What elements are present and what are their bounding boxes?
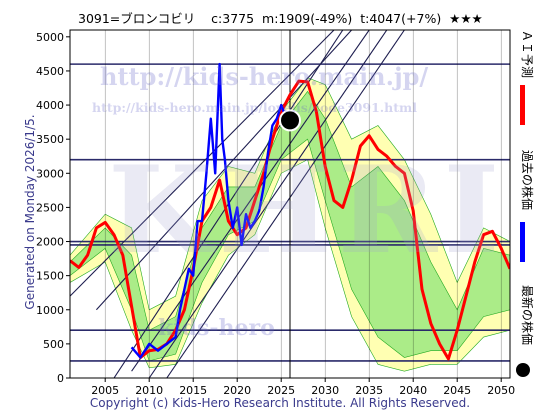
legend-marker-latest-price [516,363,530,377]
channel-line-1 [95,30,353,311]
generated-date-label: Generated on Monday 2026/1/5. [23,114,37,310]
y-tick-label-500: 500 [43,338,64,351]
y-tick-label-3500: 3500 [36,133,64,146]
legend-item-latest-price: 最新の株価 [516,285,544,400]
series-line-past-price [130,62,291,359]
x-tick-label-2020: 2020 [223,384,251,397]
x-tick-label-2035: 2035 [355,384,383,397]
legend-label-ai-forecast: ＡＩ予測 [520,30,534,79]
y-tick-label-1500: 1500 [36,270,64,283]
y-tick-label-5000: 5000 [36,31,64,44]
plot-frame [69,29,511,379]
y-tick-label-1000: 1000 [36,304,64,317]
x-tick-label-2010: 2010 [135,384,163,397]
y-tick-label-4000: 4000 [36,99,64,112]
legend-label-past-price: 過去の株価 [520,150,534,211]
latest-marker [279,109,301,132]
y-tick-label-2500: 2500 [36,201,64,214]
x-tick-label-2005: 2005 [91,384,119,397]
channel-line-3 [148,30,388,378]
x-tick-label-2050: 2050 [487,384,515,397]
y-tick-label-2000: 2000 [36,236,64,249]
series-line-ai-forecast [70,79,510,361]
legend-item-past-price: 過去の株価 [516,150,544,280]
channel-line-4 [166,30,405,378]
watermark-brand-small: kids-hero [158,315,275,341]
y-tick-label-3000: 3000 [36,167,64,180]
x-tick-label-2030: 2030 [311,384,339,397]
legend-label-latest-price: 最新の株価 [520,285,534,346]
copyright-footer: Copyright (c) Kids-Hero Research Institu… [89,396,471,410]
x-tick-label-2025: 2025 [267,384,295,397]
watermark-brand-big: KHRI [108,140,506,281]
legend-swatch-ai-forecast [520,85,525,125]
x-axis-ticks: 2005 2010 2015 2020 2025 2030 2035 2040 2045 2050 [91,378,515,397]
latest-price-marker [279,109,301,132]
chart-title: 3091=ブロンコビリ c:3775 m:1909(-49%) t:4047(+… [78,11,483,26]
y-tick-label-0: 0 [57,372,64,385]
y-tick-label-4500: 4500 [36,65,64,78]
watermark-url-main: http://kids-hero.main.jp/ [100,62,429,91]
x-tick-label-2040: 2040 [399,384,427,397]
watermark-url-sub: http://kids-hero.main.jp/lovelis/code309… [92,100,417,115]
series-lines [70,62,510,361]
channel-line-2 [131,30,370,372]
x-tick-label-2015: 2015 [179,384,207,397]
vertical-gridlines [104,30,502,378]
legend-item-ai-forecast: ＡＩ予測 [516,30,544,150]
x-tick-label-2045: 2045 [443,384,471,397]
y-axis-ticks: 0 500 1000 1500 2000 2500 3000 3500 4000 4500 5000 [36,31,70,385]
legend-swatch-past-price [520,222,525,262]
legend: ＡＩ予測 過去の株価 最新の株価 [516,30,544,410]
trend-channel [70,30,405,378]
